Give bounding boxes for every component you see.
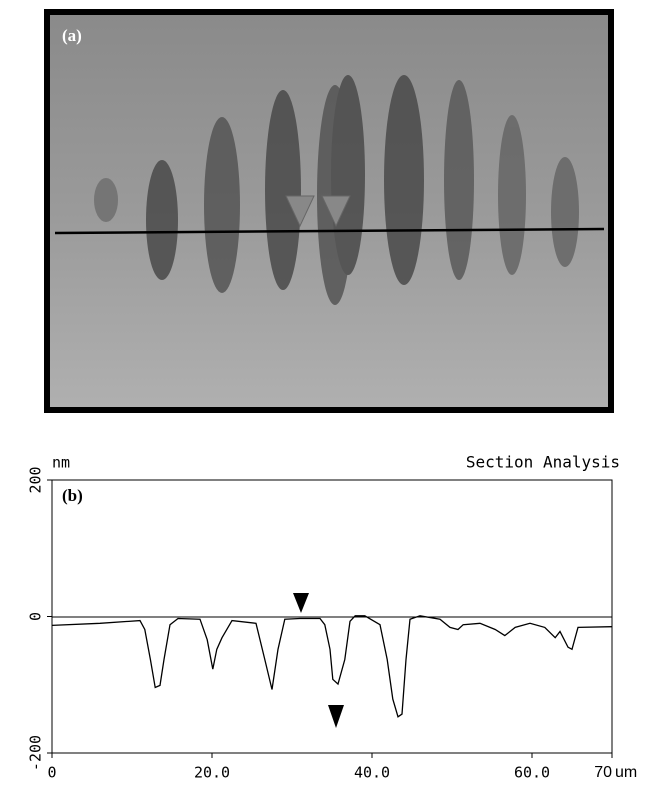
x-tick-label: 0 bbox=[47, 764, 56, 782]
y-tick-label: 200 bbox=[27, 466, 45, 493]
x-tick-label: 40.0 bbox=[354, 764, 390, 782]
y-tick-label: 0 bbox=[27, 612, 45, 621]
chart-title: Section Analysis bbox=[466, 453, 620, 472]
panel-label: (b) bbox=[62, 486, 83, 505]
x-tick-label: 20.0 bbox=[194, 764, 230, 782]
cursor bbox=[328, 705, 344, 728]
x-tick-label: 70 bbox=[594, 764, 612, 781]
cursor bbox=[293, 593, 309, 613]
panel-label: (a) bbox=[62, 26, 82, 45]
x-tick-label: 60.0 bbox=[514, 764, 550, 782]
profile-line bbox=[51, 615, 613, 718]
x-axis-unit: um bbox=[615, 764, 637, 781]
y-tick-label: -200 bbox=[27, 735, 45, 771]
y-axis-label: nm bbox=[52, 454, 70, 472]
afm-image: (a) bbox=[44, 9, 614, 413]
